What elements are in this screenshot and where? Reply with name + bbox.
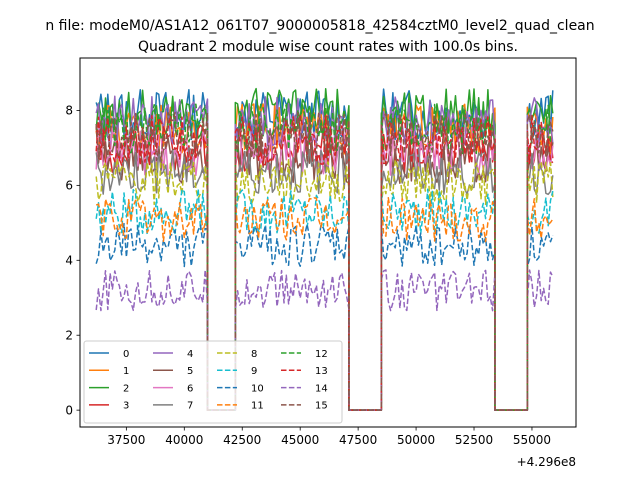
chart-title: Quadrant 2 module wise count rates with …: [138, 39, 518, 55]
series-line-15: [95, 111, 554, 411]
x-offset-label: +4.296e8: [517, 455, 576, 469]
legend-label-2: 2: [123, 383, 129, 394]
legend-label-14: 14: [315, 383, 328, 394]
legend-label-0: 0: [123, 349, 129, 360]
y-tick-label: 4: [65, 254, 73, 268]
legend-box: [83, 340, 343, 424]
x-tick-label: 37500: [107, 433, 145, 447]
legend-label-4: 4: [187, 349, 193, 360]
series-line-14: [95, 269, 554, 411]
x-tick-label: 47500: [339, 433, 377, 447]
series-line-11: [95, 197, 554, 411]
axes: 37500 40000 42500 45000 47500 50000 52500 55000…: [65, 104, 551, 447]
y-tick-label: 0: [65, 403, 73, 417]
x-tick-label: 42500: [223, 433, 261, 447]
suptitle: n file: modeM0/AS1A12_061T07_9000005818_…: [45, 18, 594, 34]
legend-label-5: 5: [187, 366, 193, 377]
legend-label-1: 1: [123, 366, 129, 377]
x-tick-label: 55000: [513, 433, 551, 447]
legend-label-11: 11: [251, 401, 264, 412]
legend-label-6: 6: [187, 383, 193, 394]
legend-label-9: 9: [251, 366, 257, 377]
x-tick-label: 40000: [165, 433, 203, 447]
y-tick-label: 2: [65, 329, 73, 343]
x-tick-label: 45000: [281, 433, 319, 447]
x-tick-label: 50000: [397, 433, 435, 447]
series-line-12: [95, 103, 553, 411]
series-line-10: [95, 222, 554, 411]
legend-label-15: 15: [315, 401, 328, 412]
legend-label-13: 13: [315, 366, 328, 377]
legend-label-10: 10: [251, 383, 264, 394]
x-tick-label: 52500: [455, 433, 493, 447]
legend-label-8: 8: [251, 349, 257, 360]
series-layer: [95, 87, 554, 411]
legend-label-12: 12: [315, 349, 328, 360]
y-tick-label: 8: [65, 104, 73, 118]
legend-label-7: 7: [187, 401, 193, 412]
y-tick-label: 6: [65, 179, 73, 193]
series-line-8: [95, 157, 554, 411]
legend-label-3: 3: [123, 401, 129, 412]
series-line-4: [95, 95, 554, 411]
